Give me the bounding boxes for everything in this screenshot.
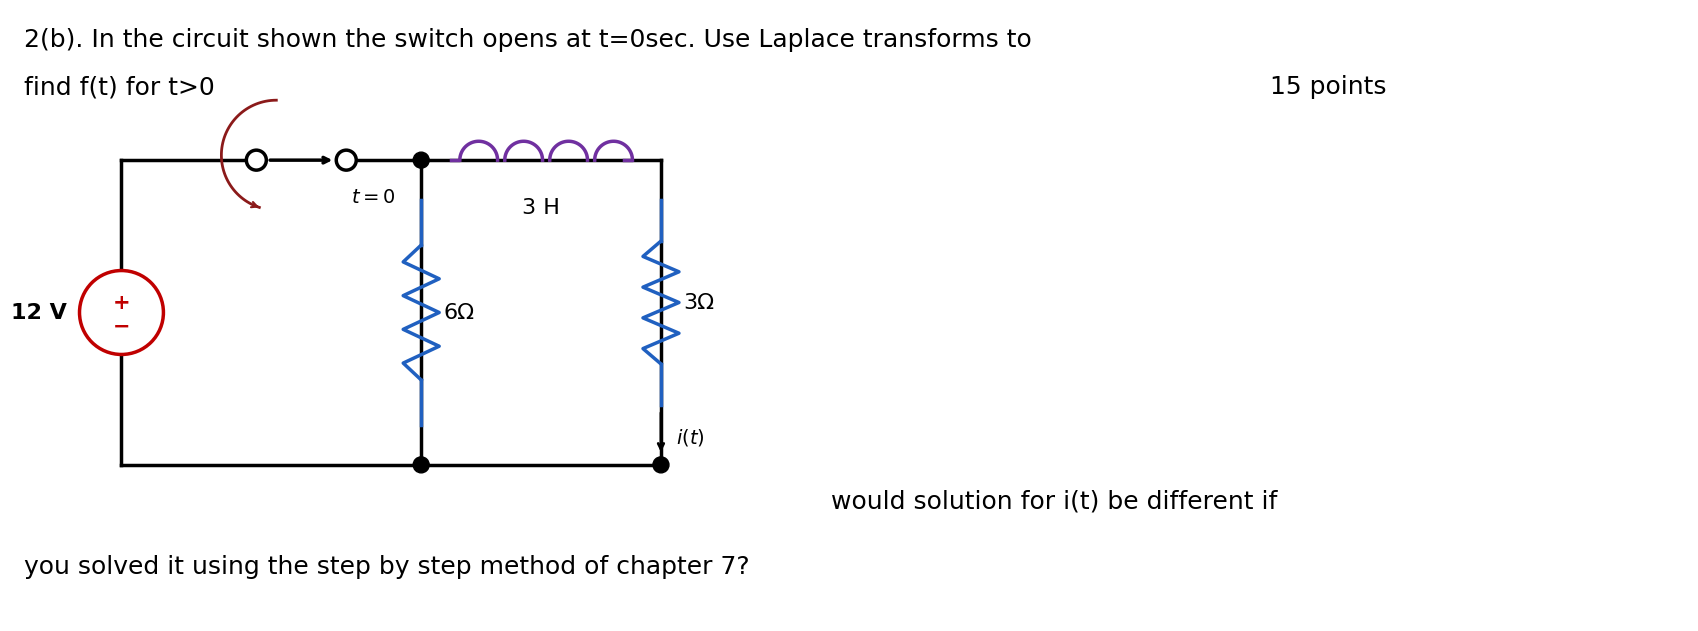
Text: 12 V: 12 V	[10, 302, 66, 322]
Text: 3 H: 3 H	[521, 198, 560, 218]
Circle shape	[413, 457, 430, 473]
Text: 3Ω: 3Ω	[683, 293, 713, 312]
Circle shape	[336, 150, 357, 170]
Circle shape	[80, 271, 163, 355]
Circle shape	[246, 150, 267, 170]
Text: +: +	[112, 293, 131, 312]
Circle shape	[652, 457, 669, 473]
Circle shape	[413, 152, 430, 168]
Text: find f(t) for t>0: find f(t) for t>0	[24, 75, 214, 99]
Text: 6Ω: 6Ω	[443, 302, 474, 322]
Text: $t=0$: $t=0$	[351, 188, 396, 207]
Text: −: −	[112, 317, 131, 336]
Text: 15 points: 15 points	[1270, 75, 1386, 99]
Text: you solved it using the step by step method of chapter 7?: you solved it using the step by step met…	[24, 555, 749, 579]
Text: 2(b). In the circuit shown the switch opens at t=0sec. Use Laplace transforms to: 2(b). In the circuit shown the switch op…	[24, 28, 1031, 52]
Text: would solution for i(t) be different if: would solution for i(t) be different if	[830, 490, 1277, 514]
Text: $i(t)$: $i(t)$	[676, 427, 705, 448]
